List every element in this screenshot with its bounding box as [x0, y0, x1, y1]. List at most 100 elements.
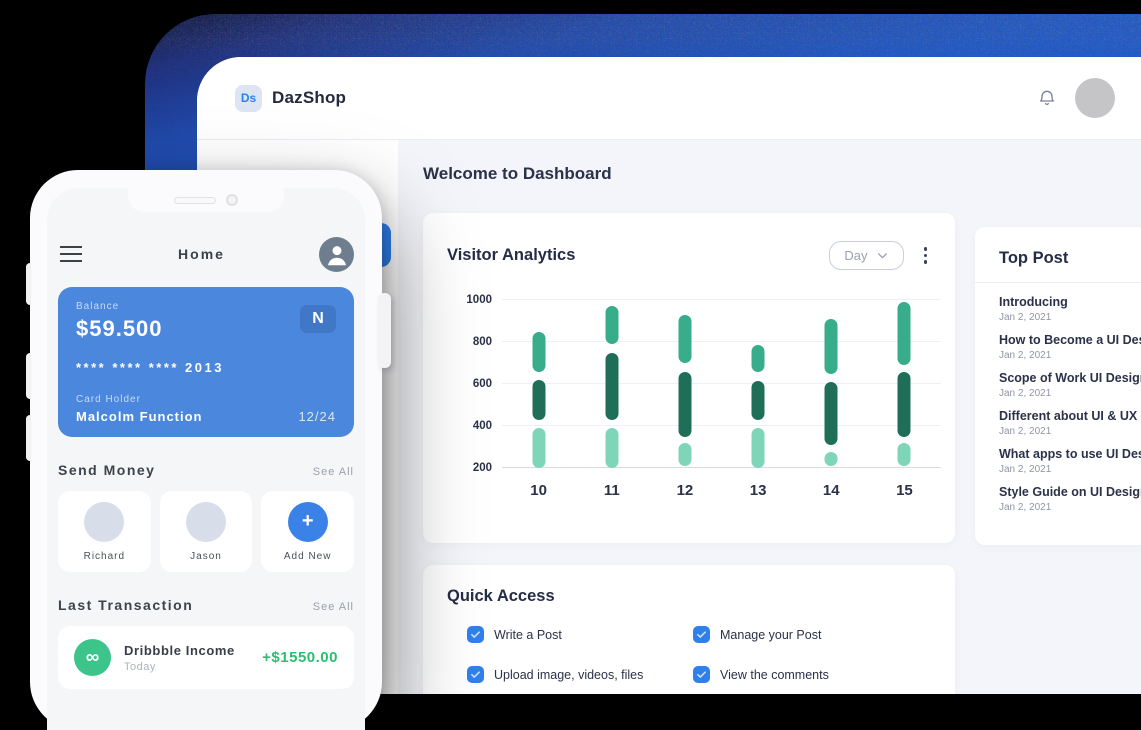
- phone-app-bar: Home: [58, 236, 354, 272]
- send-money-header: Send Money See All: [58, 462, 354, 478]
- chart-plot-area: [502, 299, 941, 468]
- range-dropdown[interactable]: Day: [829, 241, 904, 270]
- top-bar: Ds DazShop: [197, 57, 1141, 140]
- checkbox-checked[interactable]: [467, 666, 484, 683]
- top-post-item[interactable]: Introducing Jan 2, 2021: [999, 295, 1141, 323]
- contact-name: Jason: [190, 550, 222, 562]
- top-post-list: Introducing Jan 2, 2021 How to Become a …: [999, 295, 1141, 513]
- page-title: Welcome to Dashboard: [423, 164, 612, 183]
- send-money-title: Send Money: [58, 462, 156, 478]
- top-post-item[interactable]: How to Become a UI Designer Jan 2, 2021: [999, 333, 1141, 361]
- phone-screen: Home Balance $59.500 N **** **** **** 20…: [47, 188, 365, 730]
- transaction-item[interactable]: ∞ Dribbble Income Today +$1550.00: [58, 626, 354, 689]
- top-segment-bar: [824, 318, 838, 374]
- checkbox-checked[interactable]: [467, 626, 484, 643]
- contact-name: Add New: [283, 550, 332, 562]
- bottom-segment-bar: [678, 442, 692, 466]
- x-axis-tick-label: 14: [822, 482, 840, 499]
- x-axis-tick-label: 11: [603, 482, 620, 499]
- brand-name: DazShop: [272, 88, 347, 107]
- post-date: Jan 2, 2021: [999, 312, 1052, 323]
- phone-mockup: Home Balance $59.500 N **** **** **** 20…: [26, 170, 391, 730]
- post-title: How to Become a UI Designer: [999, 333, 1141, 347]
- bar-column-13[interactable]: [751, 300, 765, 468]
- top-post-item[interactable]: What apps to use UI Designer Jan 2, 2021: [999, 447, 1141, 475]
- quick-access-item[interactable]: Manage your Post: [693, 626, 919, 643]
- bar-column-14[interactable]: [824, 300, 838, 468]
- middle-segment-bar: [897, 372, 911, 437]
- top-post-item[interactable]: Style Guide on UI Design Jan 2, 2021: [999, 485, 1141, 513]
- x-axis-tick-label: 13: [749, 482, 767, 499]
- post-date: Jan 2, 2021: [999, 464, 1052, 475]
- contact-avatar: [84, 501, 125, 542]
- gridline: [502, 467, 941, 468]
- chart-y-axis: 200 400 600 800 1000: [447, 294, 502, 474]
- plus-icon: +: [287, 501, 328, 542]
- send-money-contacts: Richard Jason + Add New: [58, 491, 355, 572]
- more-options-button[interactable]: [920, 243, 932, 268]
- bar-column-11[interactable]: [605, 300, 619, 468]
- last-transaction-title: Last Transaction: [58, 597, 194, 613]
- brand: Ds DazShop: [235, 84, 347, 112]
- balance-card[interactable]: Balance $59.500 N **** **** **** 2013 Ca…: [58, 287, 354, 437]
- card-expiry: 12/24: [298, 409, 336, 424]
- notifications-button[interactable]: [1037, 88, 1057, 108]
- top-segment-bar: [605, 306, 619, 345]
- top-post-item[interactable]: Scope of Work UI Designer Jan 2, 2021: [999, 371, 1141, 399]
- bell-icon: [1040, 90, 1054, 106]
- visitor-analytics-card: Visitor Analytics Day 200 400 600 800 1000: [423, 213, 955, 543]
- visitor-analytics-header: Visitor Analytics Day: [447, 241, 941, 270]
- y-axis-tick-label: 400: [472, 420, 492, 432]
- top-post-card: Top Post Introducing Jan 2, 2021 How to …: [975, 227, 1141, 545]
- bar-column-10[interactable]: [532, 300, 546, 468]
- top-post-item[interactable]: Different about UI & UX Jan 2, 2021: [999, 409, 1141, 437]
- contact-card[interactable]: Jason: [159, 491, 253, 572]
- post-date: Jan 2, 2021: [999, 502, 1052, 513]
- top-segment-bar: [897, 302, 911, 366]
- header-actions: [1037, 78, 1115, 118]
- visitor-analytics-chart: 200 400 600 800 1000 10 11 12 13 14 15: [447, 294, 941, 499]
- checkbox-checked[interactable]: [693, 666, 710, 683]
- kebab-dot: [923, 253, 927, 258]
- card-holder-label: Card Holder: [76, 394, 141, 405]
- card-holder-name: Malcolm Function: [76, 409, 203, 424]
- chart-x-axis: 10 11 12 13 14 15: [502, 482, 941, 499]
- post-title: Style Guide on UI Design: [999, 485, 1141, 499]
- quick-access-item[interactable]: View the comments: [693, 666, 919, 683]
- kebab-dot: [923, 260, 927, 264]
- x-axis-tick-label: 10: [530, 482, 547, 499]
- quick-access-item[interactable]: Write a Post: [467, 626, 693, 643]
- last-transaction-see-all-link[interactable]: See All: [312, 601, 354, 613]
- quick-access-card: Quick Access Write a Post Manage your Po…: [423, 565, 955, 694]
- phone-volume-up-button: [26, 353, 31, 399]
- checkmark-icon: [471, 671, 480, 678]
- bank-logo-icon: N: [300, 305, 336, 333]
- add-new-contact-button[interactable]: + Add New: [261, 491, 355, 572]
- checkmark-icon: [697, 671, 706, 678]
- y-axis-tick-label: 600: [472, 378, 492, 390]
- user-avatar[interactable]: [1075, 78, 1115, 118]
- checkbox-checked[interactable]: [693, 626, 710, 643]
- post-title: Scope of Work UI Designer: [999, 371, 1141, 385]
- contact-card[interactable]: Richard: [58, 491, 151, 572]
- gridline: [502, 425, 941, 426]
- y-axis-tick-label: 200: [472, 462, 492, 474]
- bar-column-12[interactable]: [678, 300, 692, 468]
- person-icon: [327, 246, 346, 266]
- hamburger-menu-icon[interactable]: [58, 242, 84, 266]
- chevron-down-icon: [877, 253, 887, 259]
- quick-access-item[interactable]: Upload image, videos, files: [467, 666, 693, 683]
- send-money-see-all-link[interactable]: See All: [312, 466, 354, 478]
- post-title: Different about UI & UX: [999, 409, 1138, 423]
- speaker-icon: [174, 196, 216, 204]
- phone-silence-button: [26, 263, 31, 305]
- phone-volume-down-button: [26, 415, 31, 461]
- bottom-segment-bar: [532, 428, 546, 468]
- bar-column-15[interactable]: [897, 300, 911, 468]
- middle-segment-bar: [824, 381, 838, 445]
- profile-avatar[interactable]: [319, 236, 354, 272]
- middle-segment-bar: [605, 352, 619, 420]
- contact-avatar: [186, 501, 226, 542]
- top-segment-bar: [532, 331, 546, 373]
- balance-amount: $59.500: [76, 316, 163, 341]
